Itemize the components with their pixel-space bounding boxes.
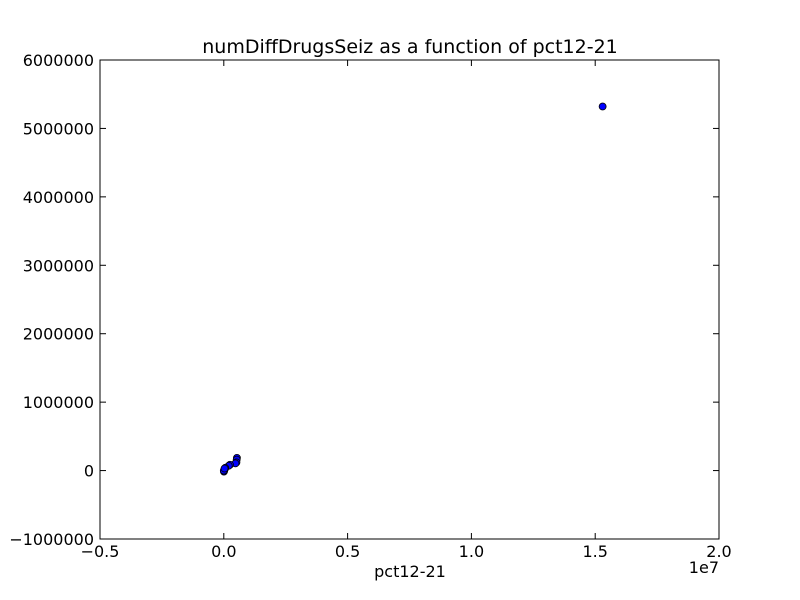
data-points — [219, 102, 607, 476]
y-tick-label: 4000000 — [23, 188, 94, 207]
x-tick-label: 1.5 — [582, 542, 607, 561]
x-tick-label: 0.0 — [211, 542, 236, 561]
y-tick-label: 6000000 — [23, 51, 94, 70]
x-tick-label: 1.0 — [459, 542, 484, 561]
x-tick-label: 2.0 — [706, 542, 731, 561]
x-axis-ticks: −0.5 0.0 0.5 1.0 1.5 2.0 — [81, 60, 732, 561]
y-tick-label: −1000000 — [9, 530, 94, 549]
plot-frame — [99, 59, 720, 540]
x-tick-label: −0.5 — [81, 542, 120, 561]
x-axis-offset-label: 1e7 — [689, 558, 719, 577]
y-tick-label: 1000000 — [23, 393, 94, 412]
x-tick-label: 0.5 — [335, 542, 360, 561]
y-axis-ticks: −1000000 0 1000000 2000000 3000000 4000000 500… — [9, 51, 719, 549]
data-point — [598, 102, 607, 111]
y-tick-label: 2000000 — [23, 325, 94, 344]
data-point — [220, 464, 229, 473]
y-tick-label: 3000000 — [23, 256, 94, 275]
x-axis-label: pct12-21 — [374, 562, 446, 581]
chart-title: numDiffDrugsSeiz as a function of pct12-… — [202, 36, 618, 58]
y-tick-label: 5000000 — [23, 119, 94, 138]
y-tick-label: 0 — [84, 462, 94, 481]
